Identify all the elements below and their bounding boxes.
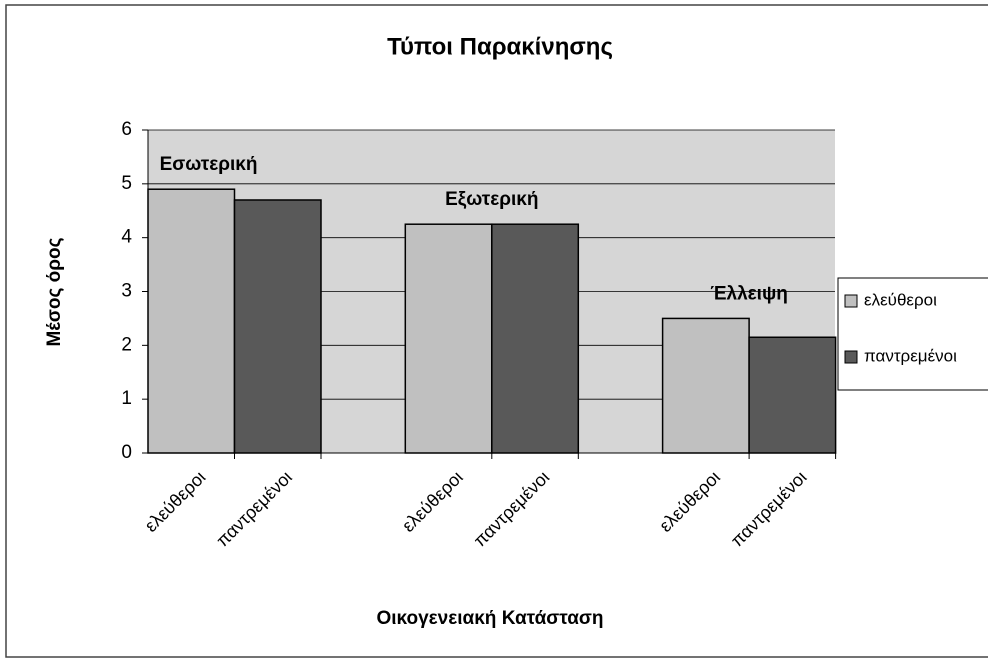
chart-title: Τύποι Παρακίνησης bbox=[387, 33, 613, 60]
legend-swatch bbox=[844, 350, 858, 364]
y-tick-label: 3 bbox=[121, 281, 132, 302]
y-axis-title: Μέσος όρος bbox=[44, 237, 65, 346]
legend-label: ελεύθεροι bbox=[864, 290, 937, 309]
x-axis-title: Οικογενειακή Κατάσταση bbox=[376, 608, 603, 629]
y-tick-label: 1 bbox=[121, 388, 132, 409]
y-tick-label: 0 bbox=[121, 442, 132, 463]
group-label: Έλλειψη bbox=[710, 283, 788, 304]
y-tick-label: 6 bbox=[121, 119, 132, 140]
legend-box bbox=[837, 277, 988, 391]
bar bbox=[661, 317, 750, 454]
bar bbox=[404, 223, 493, 454]
bar bbox=[491, 223, 580, 454]
legend-label: παντρεμένοι bbox=[864, 346, 957, 365]
bar bbox=[147, 188, 236, 454]
group-label: Εσωτερική bbox=[160, 154, 258, 175]
legend-swatch bbox=[844, 294, 858, 308]
group-label: Εξωτερική bbox=[445, 189, 538, 210]
y-tick-label: 4 bbox=[121, 227, 132, 248]
bar bbox=[748, 336, 837, 454]
y-tick-label: 2 bbox=[121, 334, 132, 355]
y-tick-label: 5 bbox=[121, 173, 132, 194]
bar bbox=[233, 199, 322, 454]
